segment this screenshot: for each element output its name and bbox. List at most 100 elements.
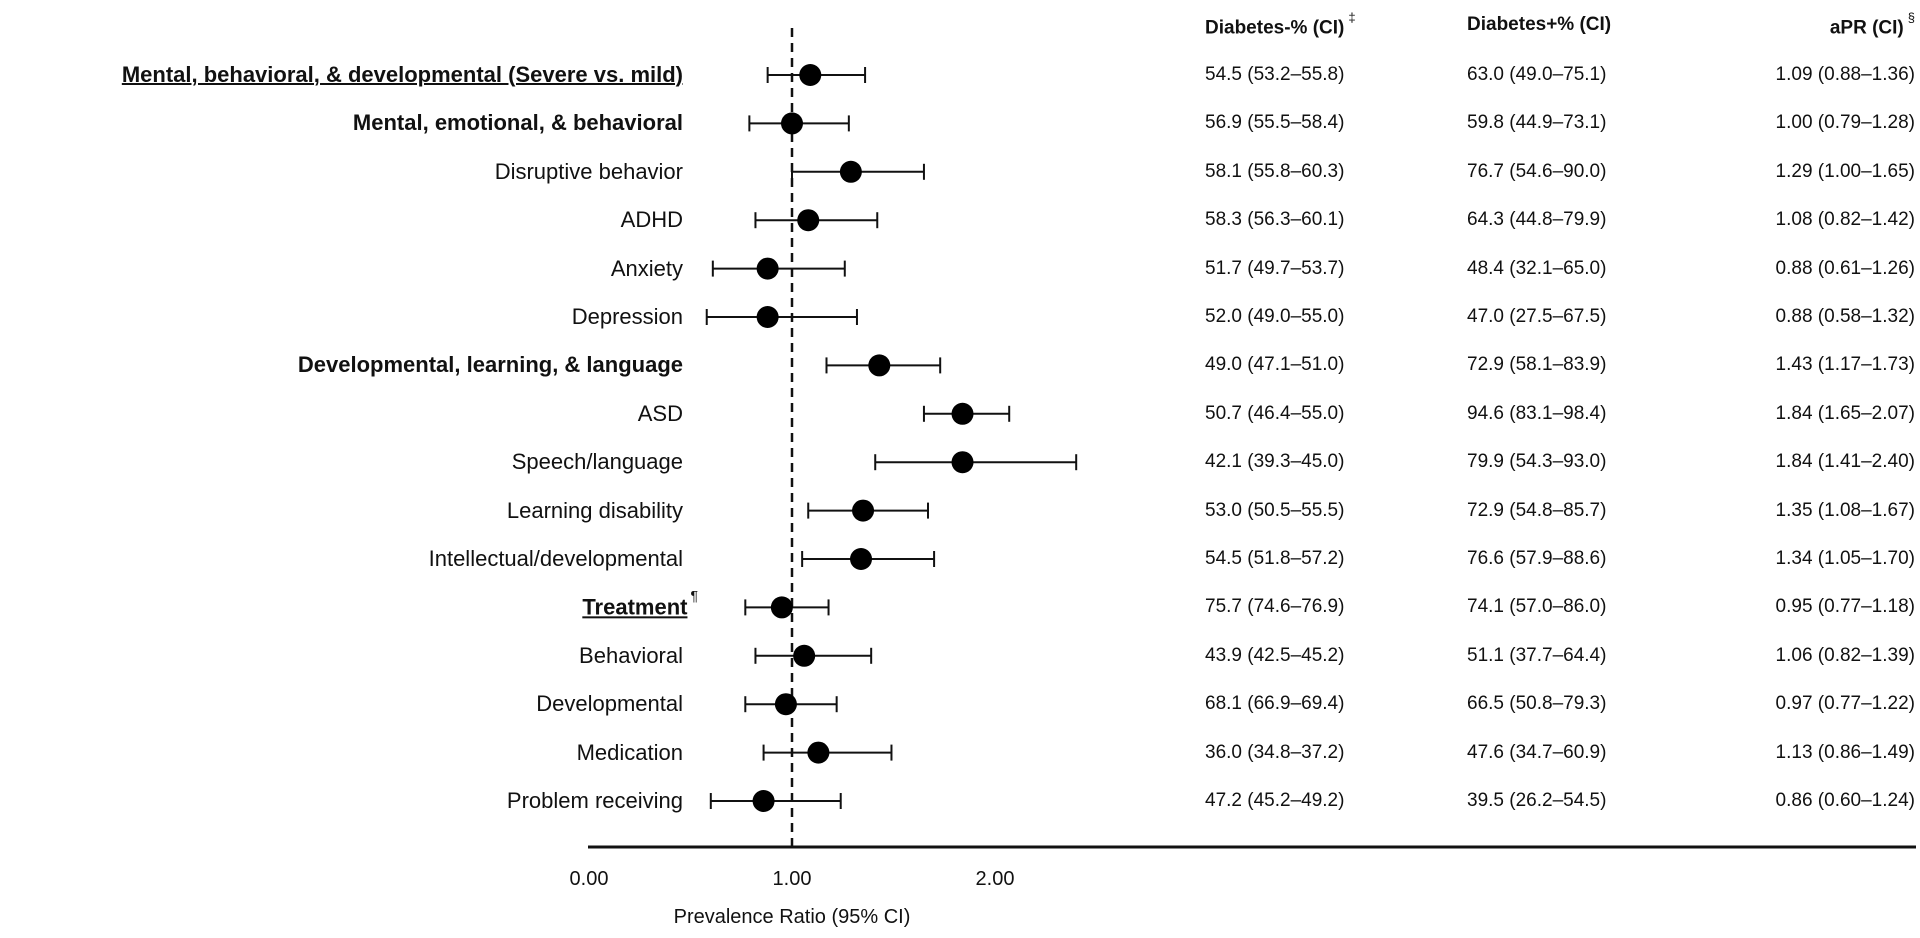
cell-apr: 1.34 (1.05–1.70) bbox=[1775, 548, 1915, 569]
cell-apr: 0.95 (0.77–1.18) bbox=[1775, 596, 1915, 618]
cell-apr: 1.06 (0.82–1.39) bbox=[1775, 644, 1915, 666]
header-diabetes-pos-text: Diabetes+% (CI) bbox=[1467, 14, 1612, 35]
cell-apr: 1.29 (1.00–1.65) bbox=[1775, 160, 1915, 182]
row-label-text: Mental, behavioral, & developmental (Sev… bbox=[121, 62, 683, 87]
cell-apr: 0.86 (0.60–1.24) bbox=[1775, 790, 1915, 811]
header-diabetes-pos: Diabetes+% (CI) bbox=[1467, 14, 1611, 36]
cell-diabetes-neg: 51.7 (49.7–53.7) bbox=[1205, 257, 1345, 279]
cell-apr: 1.08 (0.82–1.42) bbox=[1775, 209, 1915, 231]
header-diabetes-neg-text: Diabetes-% (CI) bbox=[1205, 17, 1345, 39]
row-label: Developmental, learning, & language bbox=[298, 352, 683, 378]
row-label-text: ASD bbox=[637, 400, 683, 426]
cell-diabetes-neg: 43.9 (42.5–45.2) bbox=[1205, 644, 1345, 666]
header-diabetes-neg-footnote: ‡ bbox=[1348, 10, 1356, 25]
cell-apr: 1.84 (1.41–2.40) bbox=[1775, 451, 1915, 473]
row-label: Intellectual/developmental bbox=[429, 546, 683, 572]
row-label-text: Intellectual/developmental bbox=[428, 546, 683, 571]
cell-diabetes-pos: 63.0 (49.0–75.1) bbox=[1467, 64, 1607, 85]
header-apr-footnote: § bbox=[1907, 10, 1915, 25]
point-estimate bbox=[951, 451, 974, 474]
x-tick-label: 2.00 bbox=[975, 868, 1015, 890]
point-estimate bbox=[852, 499, 875, 522]
header-apr: aPR (CI) § bbox=[1830, 10, 1915, 39]
cell-diabetes-pos: 39.5 (26.2–54.5) bbox=[1467, 790, 1607, 811]
row-label: Treatment ¶ bbox=[582, 588, 698, 621]
point-estimate bbox=[774, 693, 797, 716]
point-estimate bbox=[752, 790, 775, 812]
cell-apr: 1.35 (1.08–1.67) bbox=[1775, 499, 1915, 521]
row-label: Anxiety bbox=[611, 256, 683, 282]
cell-diabetes-neg: 42.1 (39.3–45.0) bbox=[1205, 451, 1345, 473]
cell-diabetes-pos: 64.3 (44.8–79.9) bbox=[1467, 209, 1607, 231]
row-label-text: Depression bbox=[571, 304, 683, 329]
row-label-text: Anxiety bbox=[610, 255, 683, 281]
cell-diabetes-neg: 50.7 (46.4–55.0) bbox=[1205, 402, 1345, 424]
cell-diabetes-neg: 56.9 (55.5–58.4) bbox=[1205, 112, 1345, 134]
row-label-text: Learning disability bbox=[506, 497, 683, 523]
x-axis-title: Prevalence Ratio (95% CI) bbox=[673, 906, 911, 928]
row-label-text: Treatment bbox=[582, 595, 688, 621]
cell-diabetes-pos: 59.8 (44.9–73.1) bbox=[1467, 112, 1607, 134]
cell-diabetes-pos: 72.9 (54.8–85.7) bbox=[1467, 499, 1607, 521]
cell-diabetes-pos: 76.6 (57.9–88.6) bbox=[1467, 548, 1607, 569]
cell-diabetes-neg: 47.2 (45.2–49.2) bbox=[1205, 790, 1345, 811]
cell-diabetes-neg: 54.5 (53.2–55.8) bbox=[1205, 64, 1345, 85]
row-label: Learning disability bbox=[507, 498, 683, 524]
cell-diabetes-neg: 54.5 (51.8–57.2) bbox=[1205, 548, 1345, 569]
header-diabetes-neg: Diabetes-% (CI) ‡ bbox=[1205, 10, 1356, 39]
row-label-text: ADHD bbox=[620, 207, 683, 233]
x-tick-label: 0.00 bbox=[569, 868, 609, 890]
row-label: Speech/language bbox=[512, 449, 683, 475]
cell-diabetes-neg: 52.0 (49.0–55.0) bbox=[1205, 306, 1345, 327]
row-label: ADHD bbox=[621, 207, 683, 233]
row-label-footnote: ¶ bbox=[690, 587, 698, 604]
row-label: Problem receiving bbox=[507, 788, 683, 814]
point-estimate bbox=[807, 741, 830, 764]
cell-apr: 1.43 (1.17–1.73) bbox=[1775, 354, 1915, 376]
row-label: Behavioral bbox=[579, 643, 683, 669]
point-estimate bbox=[839, 160, 862, 183]
row-label-text: Behavioral bbox=[579, 642, 683, 668]
row-label-text: Speech/language bbox=[511, 449, 683, 475]
cell-apr: 1.09 (0.88–1.36) bbox=[1775, 64, 1915, 85]
point-estimate bbox=[756, 306, 779, 328]
row-label: Medication bbox=[577, 740, 683, 766]
point-estimate bbox=[797, 209, 820, 232]
row-label-text: Medication bbox=[576, 739, 683, 765]
row-label-text: Disruptive behavior bbox=[494, 158, 683, 184]
cell-diabetes-pos: 47.0 (27.5–67.5) bbox=[1467, 306, 1607, 327]
cell-diabetes-neg: 58.3 (56.3–60.1) bbox=[1205, 209, 1345, 231]
cell-apr: 0.88 (0.61–1.26) bbox=[1775, 257, 1915, 279]
row-label: Mental, behavioral, & developmental (Sev… bbox=[122, 62, 683, 88]
cell-diabetes-pos: 48.4 (32.1–65.0) bbox=[1467, 257, 1607, 279]
row-label: ASD bbox=[638, 401, 683, 427]
cell-diabetes-neg: 58.1 (55.8–60.3) bbox=[1205, 160, 1345, 182]
point-estimate bbox=[793, 644, 816, 667]
cell-apr: 1.84 (1.65–2.07) bbox=[1775, 402, 1915, 424]
cell-diabetes-pos: 66.5 (50.8–79.3) bbox=[1467, 693, 1607, 715]
cell-diabetes-pos: 72.9 (58.1–83.9) bbox=[1467, 354, 1607, 376]
cell-diabetes-pos: 51.1 (37.7–64.4) bbox=[1467, 644, 1607, 666]
point-estimate bbox=[850, 548, 873, 570]
cell-diabetes-neg: 36.0 (34.8–37.2) bbox=[1205, 741, 1345, 763]
row-label-text: Problem receiving bbox=[506, 788, 683, 813]
point-estimate bbox=[799, 64, 822, 86]
point-estimate bbox=[868, 354, 891, 377]
row-label: Developmental bbox=[536, 691, 683, 717]
cell-diabetes-pos: 94.6 (83.1–98.4) bbox=[1467, 402, 1607, 424]
row-label-text: Developmental, learning, & language bbox=[297, 352, 683, 378]
cell-diabetes-neg: 53.0 (50.5–55.5) bbox=[1205, 499, 1345, 521]
cell-diabetes-pos: 74.1 (57.0–86.0) bbox=[1467, 596, 1607, 618]
row-label: Mental, emotional, & behavioral bbox=[353, 110, 683, 136]
point-estimate bbox=[756, 257, 779, 280]
cell-apr: 1.13 (0.86–1.49) bbox=[1775, 741, 1915, 763]
x-tick-label: 1.00 bbox=[772, 868, 812, 890]
cell-apr: 0.97 (0.77–1.22) bbox=[1775, 693, 1915, 715]
cell-diabetes-neg: 49.0 (47.1–51.0) bbox=[1205, 354, 1345, 376]
row-label-text: Developmental bbox=[536, 691, 683, 717]
cell-apr: 1.00 (0.79–1.28) bbox=[1775, 112, 1915, 134]
cell-diabetes-neg: 68.1 (66.9–69.4) bbox=[1205, 693, 1345, 715]
row-label-text: Mental, emotional, & behavioral bbox=[352, 110, 683, 136]
cell-diabetes-pos: 79.9 (54.3–93.0) bbox=[1467, 451, 1607, 473]
